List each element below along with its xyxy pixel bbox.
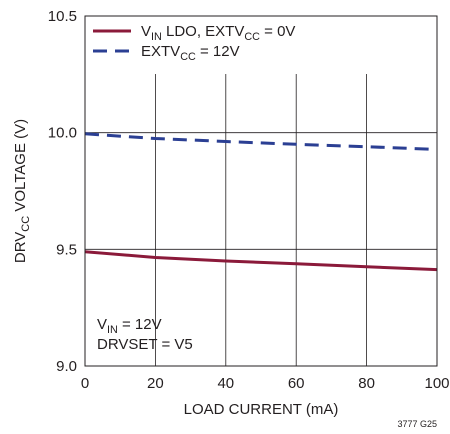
- series-lines: [84, 132, 438, 272]
- x-tick-label: 0: [81, 375, 89, 392]
- plot-frame: [84, 15, 438, 367]
- x-tick-label: 20: [147, 375, 164, 392]
- condition-line-2: DRVSET = V5: [97, 336, 193, 353]
- x-tick-label: 40: [217, 375, 234, 392]
- x-axis-label: LOAD CURRENT (mA): [184, 401, 339, 418]
- series-line-1: [84, 250, 438, 272]
- tick-labels: 0 20 40 60 80 100 9.0 9.5 10.0 10.5: [48, 8, 450, 392]
- x-tick-label: 100: [424, 375, 449, 392]
- y-tick-label: 10.5: [48, 8, 77, 25]
- grid: [85, 74, 437, 366]
- figure-code: 3777 G25: [397, 419, 437, 429]
- y-axis-label: DRVCC VOLTAGE (V): [12, 119, 32, 263]
- x-tick-label: 60: [288, 375, 305, 392]
- y-tick-label: 9.0: [56, 358, 77, 375]
- x-tick-label: 80: [358, 375, 375, 392]
- legend-label-1: VIN LDO, EXTVCC = 0V: [141, 23, 295, 43]
- condition-line-1: VIN = 12V: [97, 316, 162, 336]
- legend-label-2: EXTVCC = 12V: [141, 43, 240, 63]
- series-line-2: [84, 132, 438, 151]
- y-tick-label: 9.5: [56, 241, 77, 258]
- y-tick-label: 10.0: [48, 125, 77, 142]
